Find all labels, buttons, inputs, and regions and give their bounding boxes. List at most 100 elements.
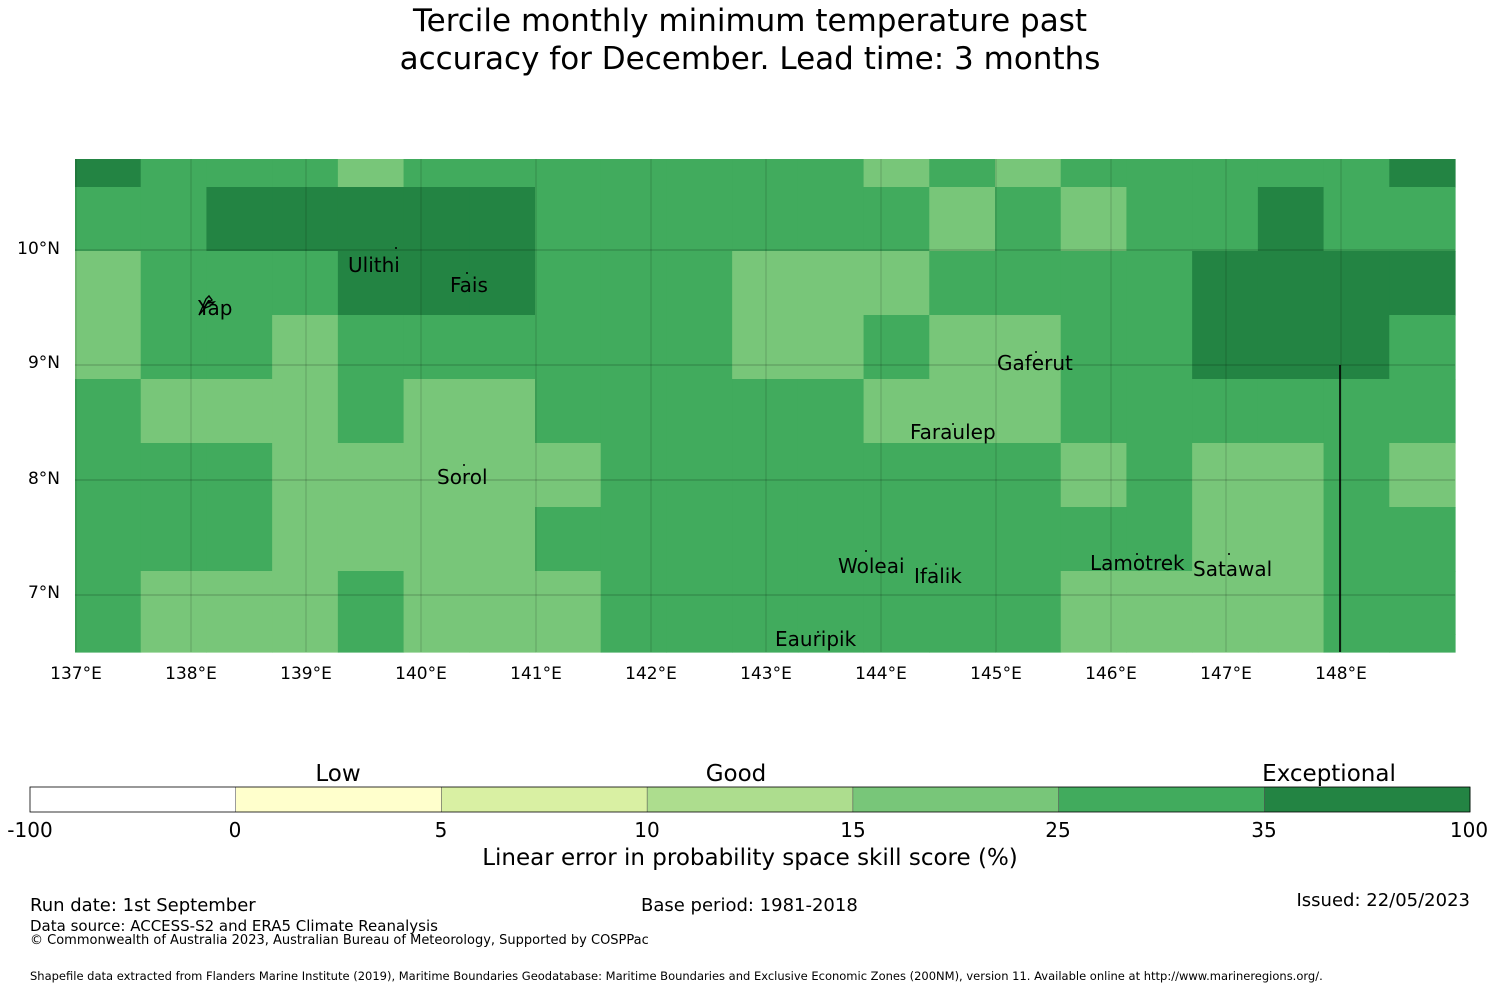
grid-cell xyxy=(600,634,668,653)
grid-cell xyxy=(797,187,865,252)
grid-cell xyxy=(797,315,865,380)
grid-cell xyxy=(995,379,1062,444)
grid-cell xyxy=(403,251,470,316)
grid-cell xyxy=(995,634,1062,653)
grid-cell xyxy=(1389,571,1456,635)
lon-tick-147: 147°E xyxy=(1200,664,1252,684)
colorbar-segment xyxy=(30,787,237,812)
grid-cell xyxy=(337,571,405,635)
colorbar-segment xyxy=(1264,787,1471,812)
lon-tick-140: 140°E xyxy=(395,664,447,684)
grid-cell xyxy=(666,251,733,316)
colorbar-tick: 0 xyxy=(228,818,242,842)
grid-cell xyxy=(272,159,339,188)
colorbar-segment xyxy=(647,787,854,812)
grid-cell xyxy=(1126,251,1193,316)
grid-cell xyxy=(1257,507,1325,572)
grid-cell xyxy=(863,379,930,444)
grid-cell xyxy=(995,571,1062,635)
grid-cell xyxy=(206,315,273,380)
grid-cell xyxy=(272,507,339,572)
colorbar-tick: 10 xyxy=(634,818,660,842)
grid-cell xyxy=(206,507,273,572)
grid-cell xyxy=(469,187,536,252)
grid-cell xyxy=(535,634,602,653)
colorbar-outline xyxy=(29,786,1471,813)
grid-cell xyxy=(1257,379,1325,444)
grid-cell xyxy=(995,443,1062,508)
grid-cell xyxy=(1389,379,1456,444)
grid-cell xyxy=(1060,507,1128,572)
grid-cell xyxy=(272,251,339,316)
grid-cell xyxy=(1323,379,1390,444)
grid-cell xyxy=(797,251,865,316)
lon-tick-138: 138°E xyxy=(165,664,217,684)
grid-cell xyxy=(469,315,536,380)
grid-cell xyxy=(929,379,996,444)
grid-cell xyxy=(1323,315,1390,380)
grid-cell xyxy=(535,315,602,380)
grid-cell xyxy=(1323,251,1390,316)
grid-cell xyxy=(206,571,273,635)
grid-cell xyxy=(929,507,996,572)
island-mark xyxy=(466,272,468,274)
grid-cell xyxy=(272,571,339,635)
grid-cell xyxy=(403,379,470,444)
colorbar-label: Linear error in probability space skill … xyxy=(482,845,1018,871)
grid-cell xyxy=(600,379,668,444)
grid-cell xyxy=(732,634,799,653)
grid-cell xyxy=(797,571,865,635)
grid-cell xyxy=(929,159,996,188)
grid-cell xyxy=(535,443,602,508)
grid-cell xyxy=(732,251,799,316)
grid-cell xyxy=(403,315,470,380)
grid-cell xyxy=(666,379,733,444)
place-label-woleai: Woleai xyxy=(838,554,905,578)
grid-cell xyxy=(140,379,208,444)
grid-cell xyxy=(140,315,208,380)
grid-cell xyxy=(140,443,208,508)
grid-cell xyxy=(1323,159,1390,188)
grid-cell xyxy=(272,379,339,444)
grid-cell xyxy=(75,443,142,508)
colorbar-tick: -100 xyxy=(7,818,53,842)
grid-cell xyxy=(929,315,996,380)
grid-cell xyxy=(863,159,930,188)
grid-cell xyxy=(863,443,930,508)
grid-cell xyxy=(863,634,930,653)
grid-cell xyxy=(535,571,602,635)
grid-cell xyxy=(1060,379,1128,444)
lon-tick-137: 137°E xyxy=(50,664,102,684)
grid-cell xyxy=(1126,187,1193,252)
grid-cell xyxy=(469,507,536,572)
grid-cell xyxy=(75,315,142,380)
grid-cell xyxy=(1192,507,1259,572)
grid-cell xyxy=(863,507,930,572)
grid-cell xyxy=(1060,634,1128,653)
grid-cell xyxy=(863,571,930,635)
grid-cell xyxy=(1323,187,1390,252)
lat-tick-9: 9°N xyxy=(27,353,60,373)
grid-cell xyxy=(666,315,733,380)
place-label-eauripik: Eauripik xyxy=(775,627,857,651)
grid-cell xyxy=(337,187,405,252)
issued-date: Issued: 22/05/2023 xyxy=(1296,890,1470,911)
grid-cell xyxy=(337,251,405,316)
grid-cell xyxy=(403,187,470,252)
island-mark xyxy=(395,247,397,249)
grid-cell xyxy=(666,571,733,635)
grid-cell xyxy=(1389,251,1456,316)
lon-tick-143: 143°E xyxy=(740,664,792,684)
colorbar-category-exceptional: Exceptional xyxy=(1262,761,1396,787)
grid-cell xyxy=(1126,159,1193,188)
grid-cell xyxy=(1192,379,1259,444)
grid-cell xyxy=(929,443,996,508)
grid-cell xyxy=(272,315,339,380)
grid-cell xyxy=(600,571,668,635)
grid-cell xyxy=(140,251,208,316)
grid-cell xyxy=(469,159,536,188)
place-label-faraulep: Faraulep xyxy=(910,420,996,444)
grid-cell xyxy=(469,379,536,444)
grid-cell xyxy=(272,634,339,653)
